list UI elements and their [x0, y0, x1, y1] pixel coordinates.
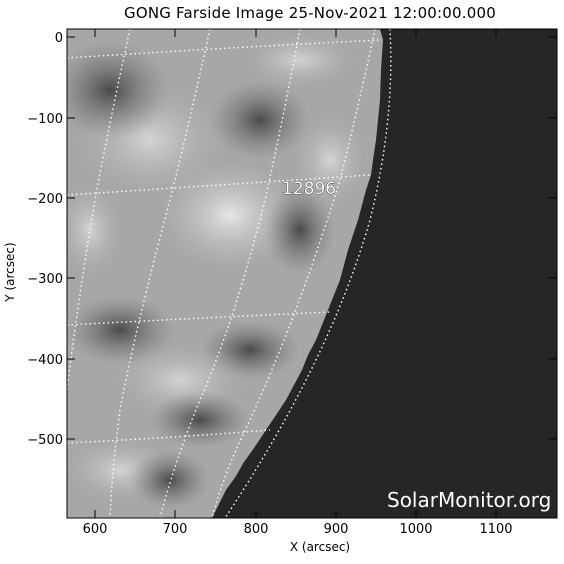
x-tick-label: 1000	[399, 522, 432, 537]
y-tick-label: −500	[27, 433, 63, 448]
x-tick-label: 600	[83, 522, 108, 537]
y-tick-label: −300	[27, 272, 63, 287]
x-tick-label: 900	[324, 522, 349, 537]
y-tick-label: −200	[27, 192, 63, 207]
y-tick-label: 0	[55, 31, 63, 46]
image-area	[67, 29, 557, 518]
y-tick-label: −400	[27, 353, 63, 368]
y-axis-ticks	[67, 36, 557, 440]
disk-texture	[67, 30, 370, 510]
x-axis-label: X (arcsec)	[289, 540, 351, 554]
plot-title: GONG Farside Image 25-Nov-2021 12:00:00.…	[124, 4, 496, 22]
solarmonitor-watermark: SolarMonitor.org	[387, 488, 551, 512]
x-tick-label: 700	[163, 522, 188, 537]
plot-frame	[66, 28, 558, 519]
x-tick-label: 1100	[479, 522, 512, 537]
coordinate-grid	[67, 29, 392, 518]
x-axis-ticks	[94, 29, 497, 518]
active-region-label: 12896	[282, 179, 336, 199]
y-tick-label: −100	[27, 112, 63, 127]
x-tick-label: 800	[244, 522, 269, 537]
